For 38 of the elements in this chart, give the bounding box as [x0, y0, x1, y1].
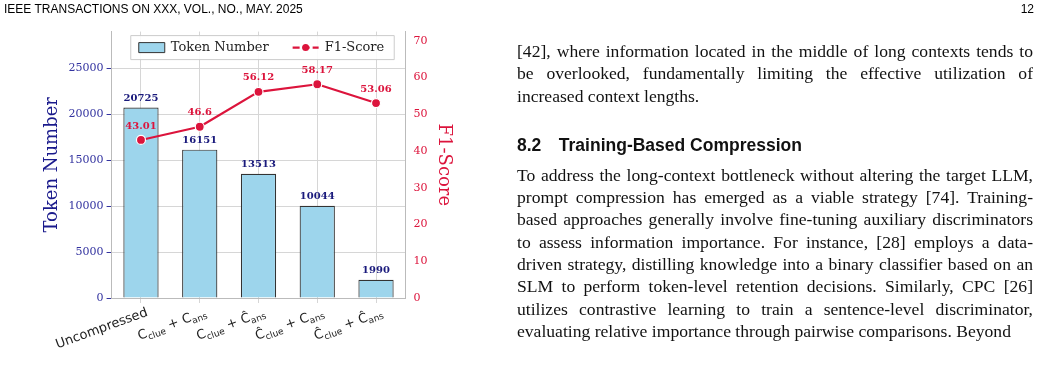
y2-tick-label: 30	[413, 180, 428, 194]
data-label: 13513	[241, 158, 276, 170]
y2-tick-label: 0	[413, 290, 421, 304]
y2-tick-label: 10	[413, 254, 428, 268]
text: IEEE TRANSACTIONS ON XXX, VOL., NO., MAY. 2025	[4, 2, 303, 16]
legend-label: Token Number	[170, 38, 270, 54]
data-label: 20725	[123, 92, 159, 104]
data-label: 46.6	[187, 106, 212, 118]
legend-label: F1-Score	[324, 38, 385, 54]
y2-tick-label: 70	[413, 33, 428, 47]
point	[135, 134, 147, 146]
y-tick-label: 10000	[68, 199, 104, 212]
y-tick-label: 0	[96, 290, 104, 304]
y-tick-label: 15000	[68, 153, 104, 167]
y2-axis-title: F1-Score	[434, 123, 456, 207]
point	[253, 86, 264, 97]
text: [42], where information located in the middle of long contexts tends to be overlooked, fundamentally limiting the effective utilization of increased context lengths.	[517, 40, 1033, 107]
y2-tick-label: 60	[413, 70, 428, 84]
y2-tick-label: 20	[413, 217, 428, 231]
data-label: 43.01	[125, 119, 157, 131]
y2-tick-label: 50	[413, 107, 428, 121]
y-tick-label: 20000	[68, 107, 104, 121]
data-label: 1990	[362, 264, 390, 276]
point	[370, 97, 382, 109]
y2-tick-label: 40	[413, 143, 428, 157]
y-tick-label: 5000	[75, 244, 104, 258]
y-tick-label: 25000	[68, 61, 104, 75]
text: 12	[1020, 2, 1034, 16]
text: 8.2 Training-Based Compression	[517, 134, 803, 156]
y-axis-title: Token Number	[40, 96, 62, 233]
data-label: 16151	[182, 134, 218, 146]
point	[194, 121, 205, 132]
data-label: 53.06	[360, 82, 392, 94]
data-label: 10044	[299, 190, 335, 202]
data-label: 56.12	[242, 71, 275, 83]
data-label: 58.17	[301, 63, 333, 75]
text: To address the long-context bottleneck without altering the target LLM, prompt compression has emerged as a viable strategy [74]. Training-based approaches generally involve fine-tuning auxiliary discriminators to assess information importance. For instance, [28] employs a data-driven strategy, distilling knowledge into a binary classifier based on an SLM to perform token-level retention decisions. Similarly, CPC [26] utilizes contrastive learning to train a sentence-level discriminator, evaluating relative importance through pairwise comparisons. Beyond	[517, 163, 1033, 343]
point	[312, 79, 323, 90]
